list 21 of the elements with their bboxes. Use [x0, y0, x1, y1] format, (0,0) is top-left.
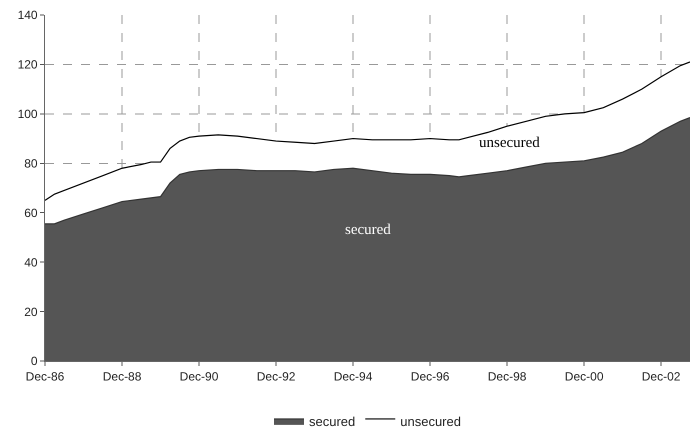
legend-label: unsecured	[400, 414, 461, 429]
x-tick-label: Dec-88	[102, 369, 142, 384]
y-tick-label: 40	[24, 255, 38, 270]
x-tick-label: Dec-92	[256, 369, 296, 384]
annotation: unsecured	[479, 135, 540, 151]
legend-label: secured	[309, 414, 356, 429]
x-tick-label: Dec-90	[180, 369, 219, 384]
x-tick-label: Dec-94	[334, 369, 373, 384]
y-tick-label: 140	[18, 8, 38, 22]
x-tick-label: Dec-86	[26, 369, 65, 384]
y-tick-label: 60	[24, 206, 38, 220]
y-tick-label: 100	[18, 107, 38, 122]
y-tick-label: 20	[24, 304, 38, 319]
y-tick-label: 0	[30, 354, 38, 368]
y-tick-label: 80	[24, 156, 38, 170]
y-tick-label: 120	[18, 58, 38, 72]
x-tick-label: Dec-00	[564, 369, 604, 384]
x-tick-label: Dec-96	[410, 369, 450, 384]
x-tick-label: Dec-02	[642, 369, 681, 384]
x-tick-label: Dec-98	[488, 369, 527, 384]
annotation: secured	[345, 222, 392, 238]
